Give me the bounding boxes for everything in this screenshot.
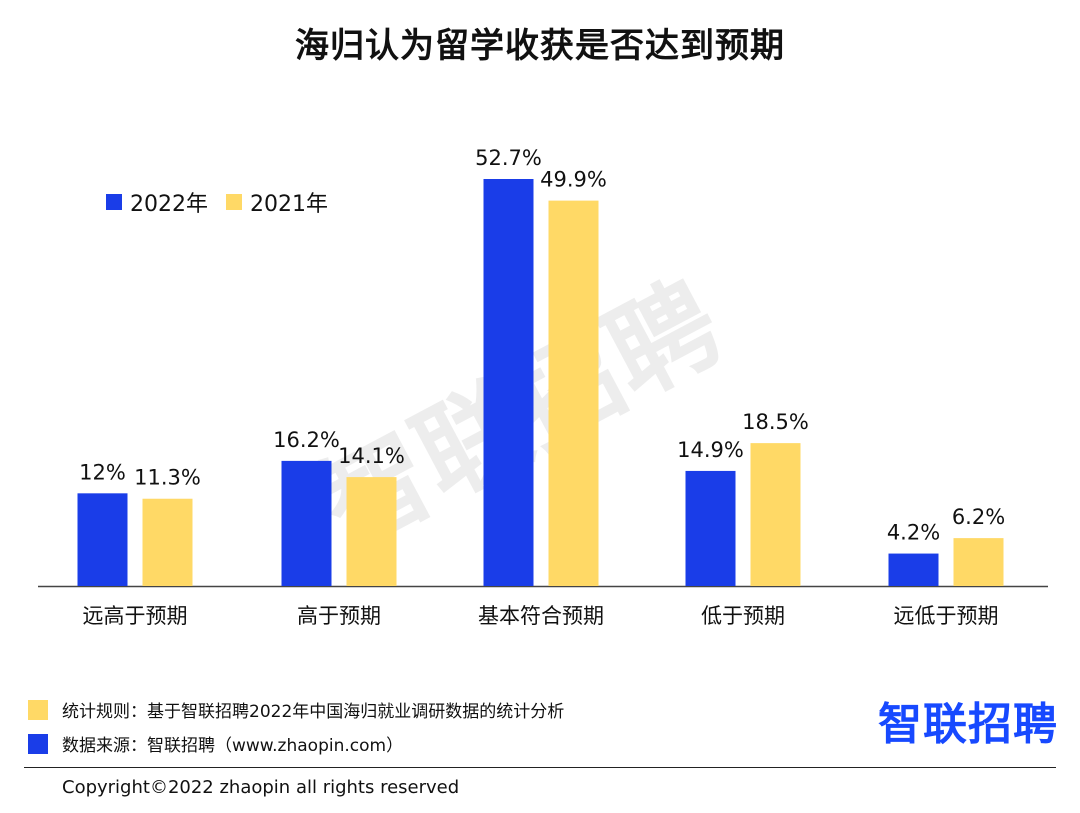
copyright-text: Copyright©2022 zhaopin all rights reserv… bbox=[62, 777, 460, 798]
bar-2021-3 bbox=[750, 443, 801, 586]
rule-text: 统计规则：基于智联招聘2022年中国海归就业调研数据的统计分析 bbox=[62, 702, 565, 722]
bar-2021-2 bbox=[548, 200, 599, 587]
data-label-2021-0: 11.3% bbox=[134, 466, 201, 490]
data-label-2021-2: 49.9% bbox=[540, 168, 607, 192]
legend-label-2022: 2022年 bbox=[130, 192, 208, 217]
footer-divider bbox=[24, 767, 1056, 768]
bar-2022-2 bbox=[483, 179, 534, 586]
category-label-4: 远低于预期 bbox=[894, 604, 999, 628]
data-label-2022-2: 52.7% bbox=[475, 146, 542, 170]
category-label-3: 低于预期 bbox=[701, 604, 785, 628]
bar-2022-4 bbox=[888, 553, 939, 586]
legend-label-2021: 2021年 bbox=[250, 192, 328, 217]
data-label-2022-3: 14.9% bbox=[677, 438, 744, 462]
category-label-2: 基本符合预期 bbox=[478, 604, 604, 628]
data-label-2022-1: 16.2% bbox=[273, 428, 340, 452]
legend: 2022年 2021年 bbox=[106, 186, 328, 218]
data-label-2021-1: 14.1% bbox=[338, 444, 405, 468]
legend-swatch-2022 bbox=[106, 194, 122, 210]
data-label-2022-4: 4.2% bbox=[887, 521, 940, 545]
rule-swatch bbox=[28, 699, 48, 720]
legend-item-2022: 2022年 bbox=[106, 186, 208, 218]
bar-2022-3 bbox=[685, 470, 736, 586]
brand-logo: 智联招聘 bbox=[878, 699, 1058, 750]
source-text: 数据来源：智联招聘（www.zhaopin.com） bbox=[62, 736, 404, 756]
legend-item-2021: 2021年 bbox=[226, 186, 328, 218]
category-label-1: 高于预期 bbox=[297, 604, 381, 628]
bar-2022-0 bbox=[77, 493, 128, 586]
data-label-2021-3: 18.5% bbox=[742, 410, 809, 434]
footnote-rule: 统计规则：基于智联招聘2022年中国海归就业调研数据的统计分析 bbox=[28, 697, 564, 722]
bar-2021-4 bbox=[953, 538, 1004, 586]
legend-swatch-2021 bbox=[226, 194, 242, 210]
bar-2021-1 bbox=[346, 477, 397, 586]
bar-2021-0 bbox=[142, 498, 193, 586]
data-label-2022-0: 12% bbox=[79, 460, 126, 484]
bar-2022-1 bbox=[281, 460, 332, 586]
footnote-source: 数据来源：智联招聘（www.zhaopin.com） bbox=[28, 731, 403, 756]
category-label-0: 远高于预期 bbox=[83, 604, 188, 628]
source-swatch bbox=[28, 733, 48, 754]
data-label-2021-4: 6.2% bbox=[952, 505, 1005, 529]
chart-title: 海归认为留学收获是否达到预期 bbox=[295, 26, 785, 66]
